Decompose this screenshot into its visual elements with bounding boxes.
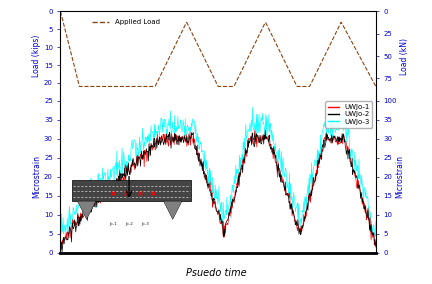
UWJo-3 [200, 151, 206, 155]
Y-axis label: Load (kN): Load (kN) [400, 37, 409, 75]
UWJo-2 [373, 241, 378, 244]
UWJo-2 [263, 129, 268, 132]
UWJo-1 [373, 238, 378, 241]
UWJo-1 [296, 226, 302, 230]
UWJo-3 [369, 235, 375, 238]
UWJo-1 [140, 155, 145, 159]
UWJo-1 [201, 170, 206, 174]
UWJo-3 [58, 227, 63, 231]
Y-axis label: Microstrain: Microstrain [32, 155, 41, 198]
UWJo-3 [139, 141, 144, 144]
UWJo-2 [60, 250, 65, 254]
Y-axis label: Microstrain: Microstrain [395, 155, 404, 198]
Line: UWJo-2: UWJo-2 [60, 130, 376, 252]
Legend: Applied Load: Applied Load [89, 17, 163, 28]
Y-axis label: Load (kips): Load (kips) [32, 35, 41, 77]
Line: UWJo-1: UWJo-1 [60, 130, 376, 250]
UWJo-3 [250, 106, 255, 109]
UWJo-3 [373, 220, 378, 223]
UWJo-2 [114, 177, 119, 180]
UWJo-2 [58, 240, 63, 243]
UWJo-1 [252, 129, 257, 132]
UWJo-3 [269, 128, 274, 132]
UWJo-1 [114, 177, 119, 180]
UWJo-2 [270, 147, 275, 150]
UWJo-3 [296, 202, 301, 205]
UWJo-1 [58, 238, 63, 242]
Text: Psuedo time: Psuedo time [186, 268, 246, 278]
UWJo-1 [59, 248, 64, 251]
UWJo-2 [201, 172, 206, 176]
Line: UWJo-3: UWJo-3 [60, 107, 376, 237]
UWJo-2 [140, 157, 145, 160]
UWJo-2 [296, 232, 302, 236]
Legend: UWJo-1, UWJo-2, UWJo-3: UWJo-1, UWJo-2, UWJo-3 [325, 101, 372, 128]
UWJo-3 [244, 135, 249, 138]
UWJo-3 [114, 173, 119, 176]
UWJo-1 [270, 147, 275, 150]
UWJo-1 [244, 154, 249, 158]
UWJo-2 [244, 152, 249, 155]
